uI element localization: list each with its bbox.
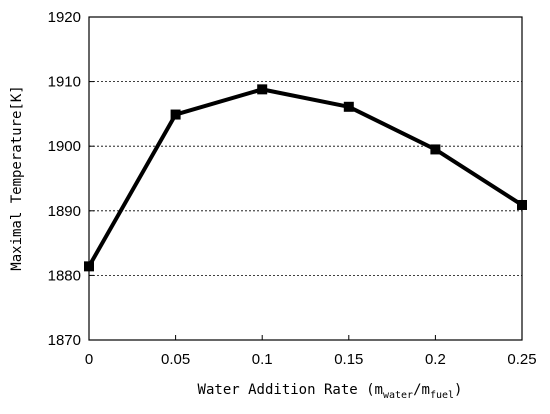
data-point-marker	[430, 144, 441, 155]
x-tick-label: 0	[85, 351, 93, 368]
y-tick-label: 1880	[48, 267, 81, 284]
x-tick-label: 0.15	[334, 351, 363, 368]
x-tick-label: 0.2	[425, 351, 446, 368]
gridlines	[89, 81, 522, 276]
x-tick-label: 0.1	[252, 351, 273, 368]
x-axis-title-mid: /m	[413, 382, 430, 398]
data-point-marker	[343, 101, 354, 112]
y-tick-labels: 1870 1880 1890 1900 1910 1920	[48, 9, 81, 349]
x-tick-label: 0.05	[161, 351, 190, 368]
x-axis-title-prefix: Water Addition Rate (m	[198, 382, 383, 398]
y-tick-label: 1900	[48, 138, 81, 155]
x-axis-title: Water Addition Rate (mwater/mfuel)	[198, 382, 463, 401]
y-tick-label: 1920	[48, 9, 81, 26]
plot-frame	[88, 16, 523, 341]
series-line	[87, 87, 524, 268]
data-point-marker	[84, 261, 94, 272]
x-axis-title-sub-fuel: fuel	[430, 390, 454, 401]
x-tick-labels: 0 0.05 0.1 0.15 0.2 0.25	[85, 351, 537, 368]
series-group	[84, 84, 527, 272]
axis-ticks	[88, 16, 523, 341]
data-point-marker	[257, 84, 268, 95]
y-tick-label: 1910	[48, 74, 81, 91]
y-axis-title: Maximal Temperature[K]	[9, 85, 25, 270]
x-axis-title-suffix: )	[454, 382, 462, 398]
x-axis-title-sub-water: water	[383, 390, 413, 401]
data-point-marker	[170, 109, 181, 120]
data-point-marker	[517, 199, 527, 210]
y-tick-label: 1890	[48, 203, 81, 220]
x-tick-label: 0.25	[507, 351, 536, 368]
y-tick-label: 1870	[48, 332, 81, 349]
